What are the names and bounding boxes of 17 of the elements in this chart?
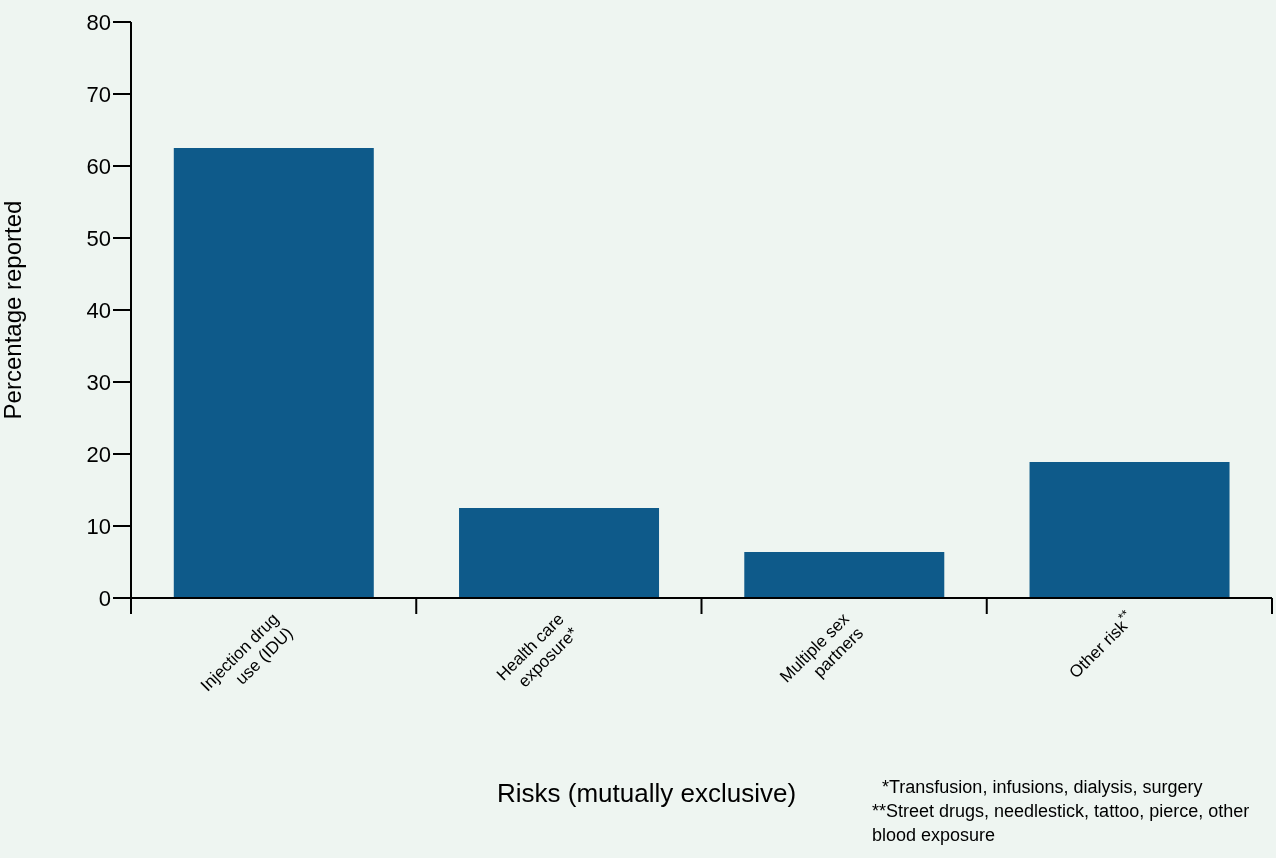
- y-tick-label: 80: [86, 9, 111, 35]
- bar: [459, 508, 660, 598]
- y-tick-label: 70: [86, 81, 111, 107]
- y-tick-label: 40: [86, 297, 111, 323]
- bar: [744, 551, 945, 598]
- y-tick-label: 50: [86, 225, 111, 251]
- text: **Street drugs, needlestick, tattoo, pierce, other blood exposure: [871, 800, 1251, 847]
- y-axis-title: Percentage reported: [0, 200, 26, 420]
- y-tick-label: 20: [86, 441, 111, 467]
- x-axis-title: Risks (mutually exclusive): [497, 778, 797, 809]
- y-tick-label: 0: [98, 585, 111, 611]
- text: *Transfusion, infusions, dialysis, surgery: [881, 776, 1204, 799]
- y-tick-label: 60: [86, 153, 111, 179]
- bar: [173, 148, 374, 598]
- y-tick-label: 10: [86, 513, 111, 539]
- bar: [1029, 461, 1230, 598]
- y-tick-label: 30: [86, 369, 111, 395]
